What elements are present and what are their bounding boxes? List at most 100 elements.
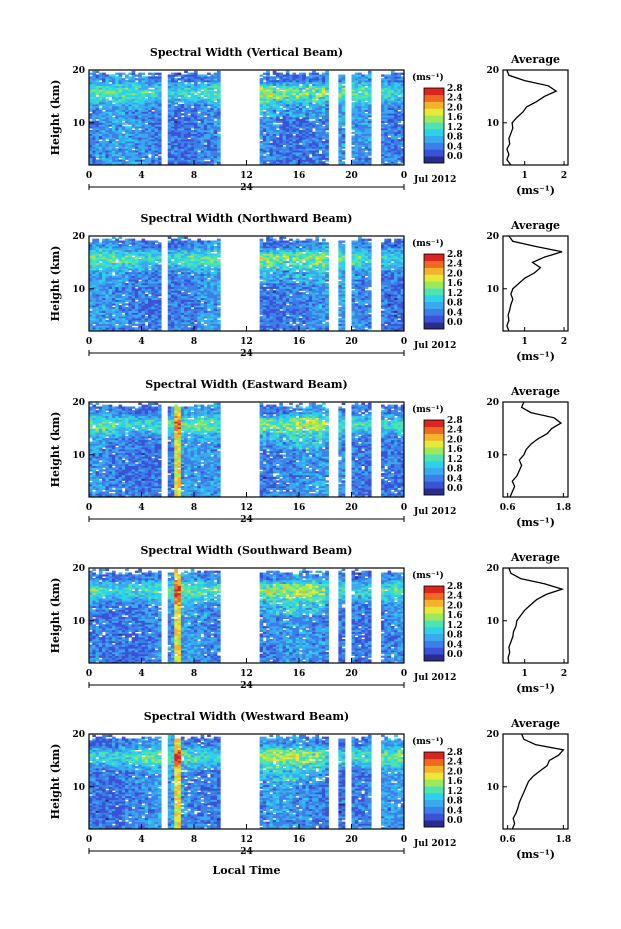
- heatmap-cell: [381, 144, 385, 147]
- heatmap-cell: [276, 91, 280, 94]
- heatmap-cell: [305, 98, 310, 101]
- heatmap-cell: [387, 122, 392, 125]
- heatmap-cell: [134, 153, 139, 157]
- heatmap-cell: [102, 129, 106, 133]
- heatmap-cell: [98, 81, 103, 85]
- heatmap-cell: [318, 104, 323, 107]
- heatmap-cell: [184, 89, 188, 92]
- heatmap-cell: [325, 80, 329, 83]
- heatmap-cell: [171, 87, 175, 90]
- heatmap-cell: [167, 246, 172, 249]
- heatmap-cell: [98, 113, 103, 116]
- heatmap-cell: [200, 83, 205, 86]
- heatmap-cell: [184, 240, 188, 243]
- heatmap-cell: [95, 303, 100, 306]
- heatmap-cell: [266, 133, 270, 136]
- heatmap-cell: [157, 128, 162, 131]
- heatmap-cell: [184, 251, 188, 254]
- heatmap-cell: [98, 270, 103, 273]
- heatmap-cell: [292, 113, 297, 116]
- heatmap-cell: [134, 87, 139, 90]
- heatmap-cell: [98, 305, 103, 308]
- heatmap-cell: [259, 148, 264, 151]
- heatmap-cell: [262, 140, 267, 144]
- heatmap-cell: [98, 301, 103, 304]
- heatmap-cell: [180, 85, 185, 88]
- heatmap-cell: [144, 266, 149, 269]
- heatmap-cell: [108, 299, 113, 302]
- heatmap-cell: [174, 163, 178, 166]
- heatmap-cell: [282, 140, 287, 144]
- heatmap-cell: [266, 100, 270, 103]
- heatmap-cell: [367, 92, 372, 96]
- colorbar-segment: [424, 122, 444, 130]
- heatmap-cell: [98, 253, 103, 256]
- heatmap-cell: [89, 157, 93, 160]
- heatmap-cell: [203, 157, 208, 160]
- heatmap-cell: [177, 318, 182, 321]
- heatmap-cell: [118, 133, 123, 136]
- heatmap-cell: [131, 299, 136, 302]
- heatmap-cell: [138, 124, 142, 127]
- heatmap-cell: [197, 109, 201, 112]
- heatmap-cell: [128, 85, 133, 88]
- heatmap-cell: [216, 133, 221, 136]
- heatmap-cell: [184, 262, 188, 265]
- heatmap-cell: [111, 318, 116, 321]
- heatmap-cell: [190, 159, 195, 162]
- heatmap-cell: [121, 268, 126, 271]
- heatmap-cell: [121, 240, 126, 243]
- heatmap-cell: [157, 329, 162, 332]
- heatmap-cell: [138, 284, 142, 288]
- heatmap-cell: [381, 113, 385, 116]
- heatmap-cell: [364, 142, 369, 146]
- heatmap-cell: [102, 260, 106, 264]
- heatmap-cell: [138, 325, 142, 328]
- heatmap-cell: [154, 124, 159, 127]
- colorbar-segment: [424, 135, 444, 143]
- heatmap-cell: [354, 107, 359, 110]
- heatmap-cell: [194, 140, 198, 144]
- heatmap-cell: [285, 80, 290, 83]
- heatmap-cell: [387, 81, 392, 85]
- heatmap-cell: [289, 139, 293, 142]
- heatmap-cell: [367, 105, 372, 109]
- heatmap-cell: [315, 142, 320, 146]
- heatmap-cell: [151, 139, 156, 142]
- heatmap-cell: [325, 113, 329, 116]
- heatmap-cell: [148, 255, 152, 258]
- heatmap-cell: [138, 157, 142, 160]
- heatmap-cell: [200, 111, 205, 114]
- heatmap-cell: [89, 72, 93, 75]
- heatmap-cell: [292, 146, 297, 149]
- heatmap-cell: [210, 96, 215, 99]
- heatmap-cell: [157, 85, 162, 88]
- heatmap-cell: [121, 85, 126, 88]
- heatmap-cell: [174, 297, 178, 300]
- heatmap-cell: [134, 258, 139, 262]
- heatmap-cell: [305, 137, 310, 140]
- heatmap-cell: [177, 301, 182, 304]
- heatmap-cell: [134, 131, 139, 134]
- heatmap-cell: [105, 100, 110, 103]
- heatmap-cell: [108, 275, 113, 278]
- heatmap-cell: [341, 78, 346, 81]
- heatmap-cell: [89, 268, 93, 271]
- heatmap-cell: [367, 85, 372, 88]
- heatmap-cell: [141, 288, 146, 291]
- heatmap-cell: [148, 85, 152, 88]
- heatmap-cell: [358, 76, 362, 79]
- heatmap-cell: [171, 129, 175, 133]
- heatmap-cell: [180, 294, 185, 297]
- heatmap-cell: [174, 268, 178, 271]
- heatmap-cell: [354, 83, 359, 86]
- heatmap-cell: [167, 264, 172, 267]
- heatmap-cell: [105, 163, 110, 166]
- heatmap-cell: [341, 155, 346, 159]
- panel-0: Spectral Width (Vertical Beam)2010Height…: [49, 46, 569, 197]
- heatmap-cell: [125, 131, 129, 134]
- heatmap-cell: [394, 116, 398, 120]
- heatmap-cell: [213, 124, 218, 127]
- heatmap-cell: [285, 89, 290, 92]
- heatmap-cell: [338, 81, 343, 85]
